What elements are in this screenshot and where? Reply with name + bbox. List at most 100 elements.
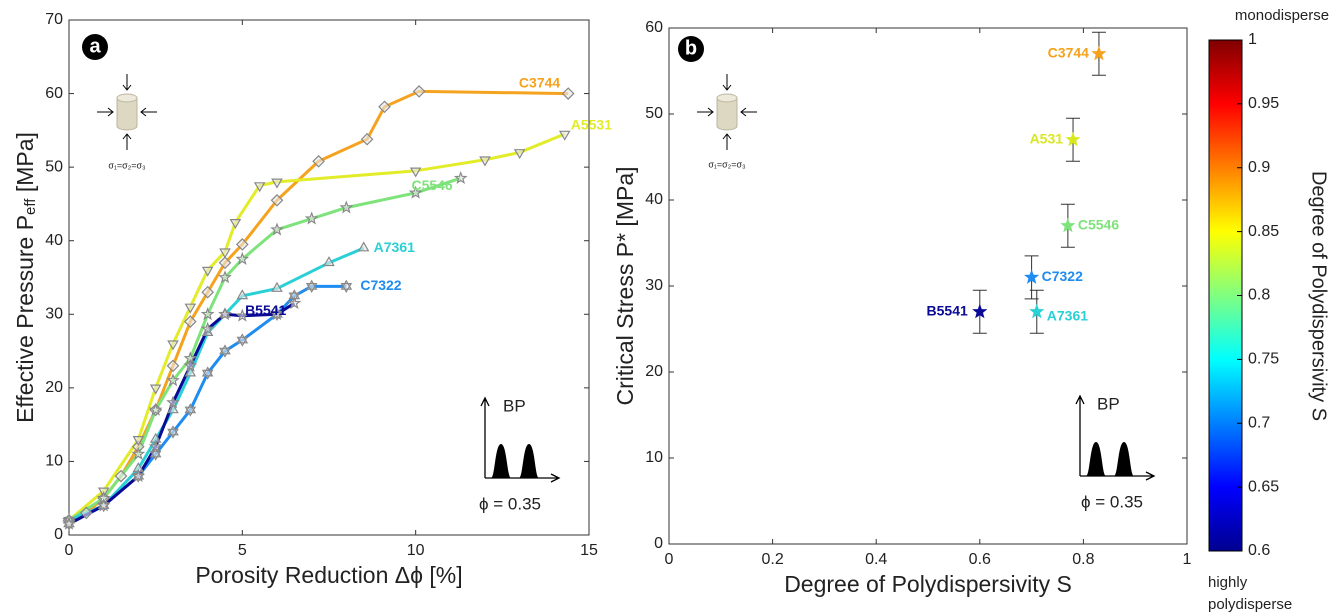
- marker: [131, 446, 146, 460]
- colorbar-tick-label: 1: [1248, 31, 1257, 48]
- colorbar-tick-label: 0.8: [1248, 287, 1270, 304]
- plot-frame: [68, 19, 590, 536]
- series-label: C7322: [360, 277, 401, 293]
- marker: [218, 307, 232, 321]
- marker: [408, 185, 423, 199]
- marker: [270, 193, 284, 207]
- annotation: ϕ = 0.35: [1081, 492, 1143, 511]
- y-axis-label-part: Critical Stress P* [MPa]: [612, 167, 638, 406]
- marker: [270, 307, 284, 321]
- marker: [271, 281, 283, 292]
- series-label: C3744: [1048, 45, 1089, 61]
- x-tick-label: 5: [238, 542, 247, 559]
- annotation: σ₁=σ₂=σ₃: [708, 159, 746, 169]
- marker: [219, 344, 231, 358]
- series-label: A5531: [571, 117, 612, 133]
- marker: [479, 156, 491, 167]
- marker: [340, 279, 353, 293]
- marker: [166, 373, 180, 387]
- marker: [561, 87, 575, 100]
- y-tick-label: 20: [645, 363, 663, 380]
- panel-badge: [678, 36, 704, 62]
- marker: [1029, 303, 1045, 319]
- x-tick-label: 0.4: [865, 551, 887, 568]
- y-tick-label: 60: [45, 85, 63, 102]
- marker: [166, 359, 180, 373]
- series-label: B5541: [927, 303, 968, 319]
- x-tick-label: 15: [580, 542, 598, 559]
- marker: [149, 384, 162, 395]
- marker: [132, 436, 145, 447]
- marker: [96, 498, 111, 512]
- marker: [166, 395, 180, 409]
- series-label: C7322: [1042, 268, 1083, 284]
- colorbar-title: Degree of Polydispersivity S: [1308, 171, 1330, 421]
- marker: [219, 248, 231, 259]
- annotation: b: [685, 37, 697, 59]
- marker: [218, 256, 232, 270]
- colorbar-top-label: monodisperse: [1235, 7, 1329, 24]
- colorbar-tick-label: 0.9: [1248, 159, 1270, 176]
- marker: [558, 130, 571, 141]
- marker: [312, 154, 325, 168]
- marker: [1024, 269, 1040, 284]
- colorbar-tick-label: 0.65: [1248, 478, 1279, 495]
- x-axis-label: Porosity Reduction Δϕ [%]: [195, 562, 462, 588]
- marker: [235, 251, 250, 266]
- colorbar: [1208, 39, 1243, 552]
- marker: [131, 468, 146, 482]
- marker: [378, 100, 391, 114]
- marker: [236, 333, 249, 347]
- marker: [305, 279, 318, 293]
- marker: [972, 303, 988, 319]
- marker: [235, 308, 250, 322]
- series-label: A7361: [374, 239, 415, 255]
- series-label: A7361: [1047, 308, 1088, 324]
- y-axis-label-part: Effective Pressure P: [12, 215, 38, 423]
- annotation: BP: [1097, 394, 1120, 413]
- marker: [229, 219, 242, 229]
- y-tick-label: 40: [645, 191, 663, 208]
- marker: [253, 182, 266, 193]
- panel-badge: [82, 34, 108, 60]
- series-label: C5546: [411, 177, 452, 193]
- y-axis-label: Critical Stress P* [MPa]: [612, 167, 638, 406]
- marker: [270, 222, 284, 236]
- marker: [339, 200, 354, 214]
- marker: [236, 289, 249, 300]
- marker: [167, 403, 179, 414]
- colorbar-tick-label: 0.95: [1248, 95, 1279, 112]
- series-line: [68, 246, 365, 522]
- marker: [1060, 217, 1076, 233]
- colorbar-tick-label: 0.6: [1248, 542, 1270, 559]
- colorbar-bottom-label: polydisperse: [1208, 596, 1292, 613]
- annotation: σ₁=σ₂=σ₃: [108, 160, 146, 170]
- y-tick-label: 10: [645, 449, 663, 466]
- marker: [235, 238, 249, 251]
- marker: [1091, 45, 1107, 61]
- marker: [200, 321, 215, 335]
- marker: [323, 256, 335, 267]
- y-tick-label: 40: [45, 232, 63, 249]
- marker: [183, 358, 198, 372]
- y-tick-label: 0: [654, 535, 663, 552]
- series-line: [68, 176, 462, 522]
- marker: [184, 303, 197, 314]
- y-tick-label: 0: [54, 526, 63, 543]
- y-axis-label-part: [MPa]: [12, 132, 38, 198]
- y-tick-label: 60: [645, 19, 663, 36]
- marker: [114, 469, 128, 483]
- marker: [218, 270, 232, 284]
- marker: [183, 315, 197, 328]
- colorbar-tick-label: 0.75: [1248, 351, 1279, 368]
- y-tick-label: 10: [45, 453, 63, 470]
- marker: [1065, 131, 1081, 147]
- marker: [412, 85, 426, 98]
- marker: [149, 447, 162, 461]
- marker: [167, 425, 179, 439]
- y-axis-label: Effective Pressure Peff [MPa]: [12, 132, 39, 423]
- annotation: BP: [503, 396, 526, 415]
- marker: [79, 506, 93, 520]
- marker: [148, 439, 163, 453]
